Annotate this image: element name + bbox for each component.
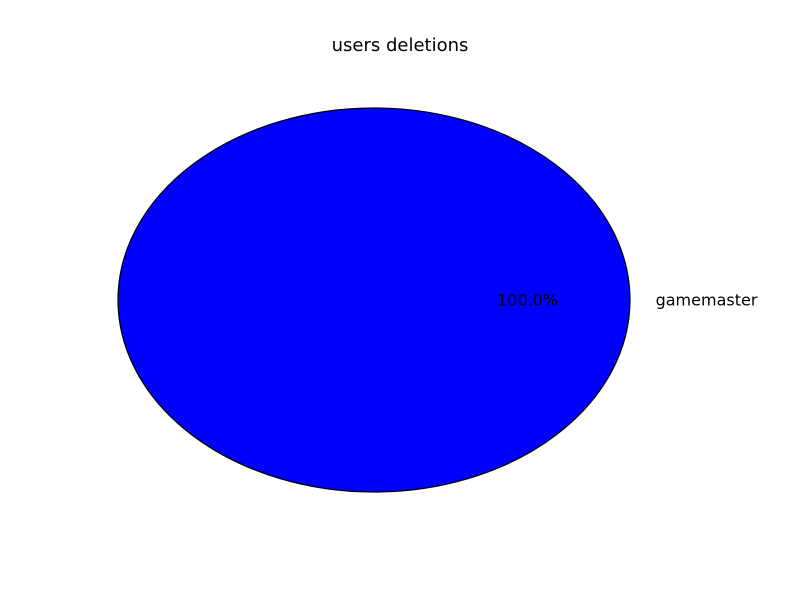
chart-title: users deletions — [331, 35, 469, 56]
slice-label: gamemaster — [656, 291, 758, 310]
slice-percent-label: 100.0% — [497, 291, 558, 310]
pie-slice-gamemaster — [117, 107, 631, 493]
